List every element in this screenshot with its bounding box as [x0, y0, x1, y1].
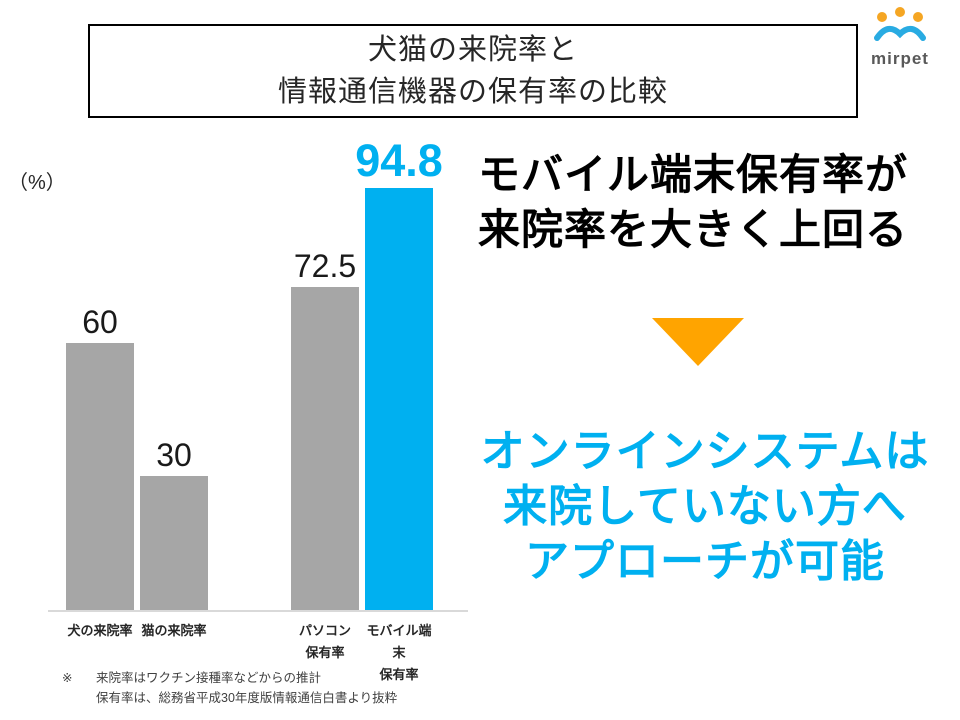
- conclusion-text: オンラインシステムは 来院していない方へ アプローチが可能: [458, 424, 952, 589]
- title-line-2: 情報通信機器の保有率の比較: [277, 76, 668, 108]
- insight-line-2: 来院率を大きく上回る: [478, 205, 909, 253]
- bar: [291, 287, 359, 610]
- bar: [66, 343, 134, 610]
- mirpet-logo: mirpet: [854, 6, 946, 69]
- conclusion-line-1: オンラインシステムは: [480, 427, 930, 476]
- insight-line-1: モバイル端末保有率が: [478, 151, 909, 198]
- mirpet-logo-text: mirpet: [871, 49, 929, 68]
- x-axis-label-dog-visit-rate: 犬の来院率: [67, 623, 133, 638]
- bar-value-label: 60: [82, 303, 118, 340]
- x-axis-label-pc-ownership-rate: パソコン 保有率: [298, 623, 351, 661]
- x-axis-labels: 犬の来院率 猫の来院率 パソコン 保有率 モバイル端末 保有率: [48, 620, 468, 686]
- x-axis-label-cat-visit-rate: 猫の来院率: [141, 623, 207, 638]
- bar-column-pc-ownership-rate: 72.5: [291, 247, 359, 610]
- insight-heading: モバイル端末保有率が 来院率を大きく上回る: [478, 148, 948, 257]
- title-box: 犬猫の来院率と 情報通信機器の保有率の比較: [88, 24, 858, 118]
- x-axis-label-mobile-ownership-rate: モバイル端末 保有率: [366, 623, 432, 683]
- down-arrow-icon: [652, 318, 744, 366]
- page-title: 犬猫の来院率と 情報通信機器の保有率の比較: [278, 29, 668, 113]
- footnote: ※ 来院率はワクチン接種率などからの推計 保有率は、総務省平成30年度版情報通信…: [62, 668, 397, 708]
- bar-chart: 60 30 72.5 94.8 犬の来院率 猫の来院率: [48, 135, 468, 686]
- chart-plot-area: 60 30 72.5 94.8: [48, 135, 468, 612]
- y-axis-unit-label: （%）: [8, 172, 66, 194]
- bar: [140, 476, 208, 610]
- bar-column-mobile-ownership-rate: 94.8: [355, 135, 443, 610]
- bar: [365, 188, 433, 610]
- footnote-text: 来院率はワクチン接種率などからの推計 保有率は、総務省平成30年度版情報通信白書…: [96, 671, 398, 705]
- bar-value-highlight: 94.8: [355, 134, 443, 186]
- bar-column-dog-visit-rate: 60: [66, 303, 134, 610]
- bar-value-label: 30: [156, 436, 192, 473]
- conclusion-line-3: アプローチが可能: [525, 537, 885, 586]
- bar-value-label: 72.5: [293, 247, 357, 284]
- title-line-1: 犬猫の来院率と: [367, 33, 578, 66]
- mirpet-logo-icon: [874, 7, 926, 41]
- footnote-mark: ※: [62, 671, 73, 685]
- bar-column-cat-visit-rate: 30: [140, 436, 208, 610]
- conclusion-line-2: 来院していない方へ: [503, 482, 907, 531]
